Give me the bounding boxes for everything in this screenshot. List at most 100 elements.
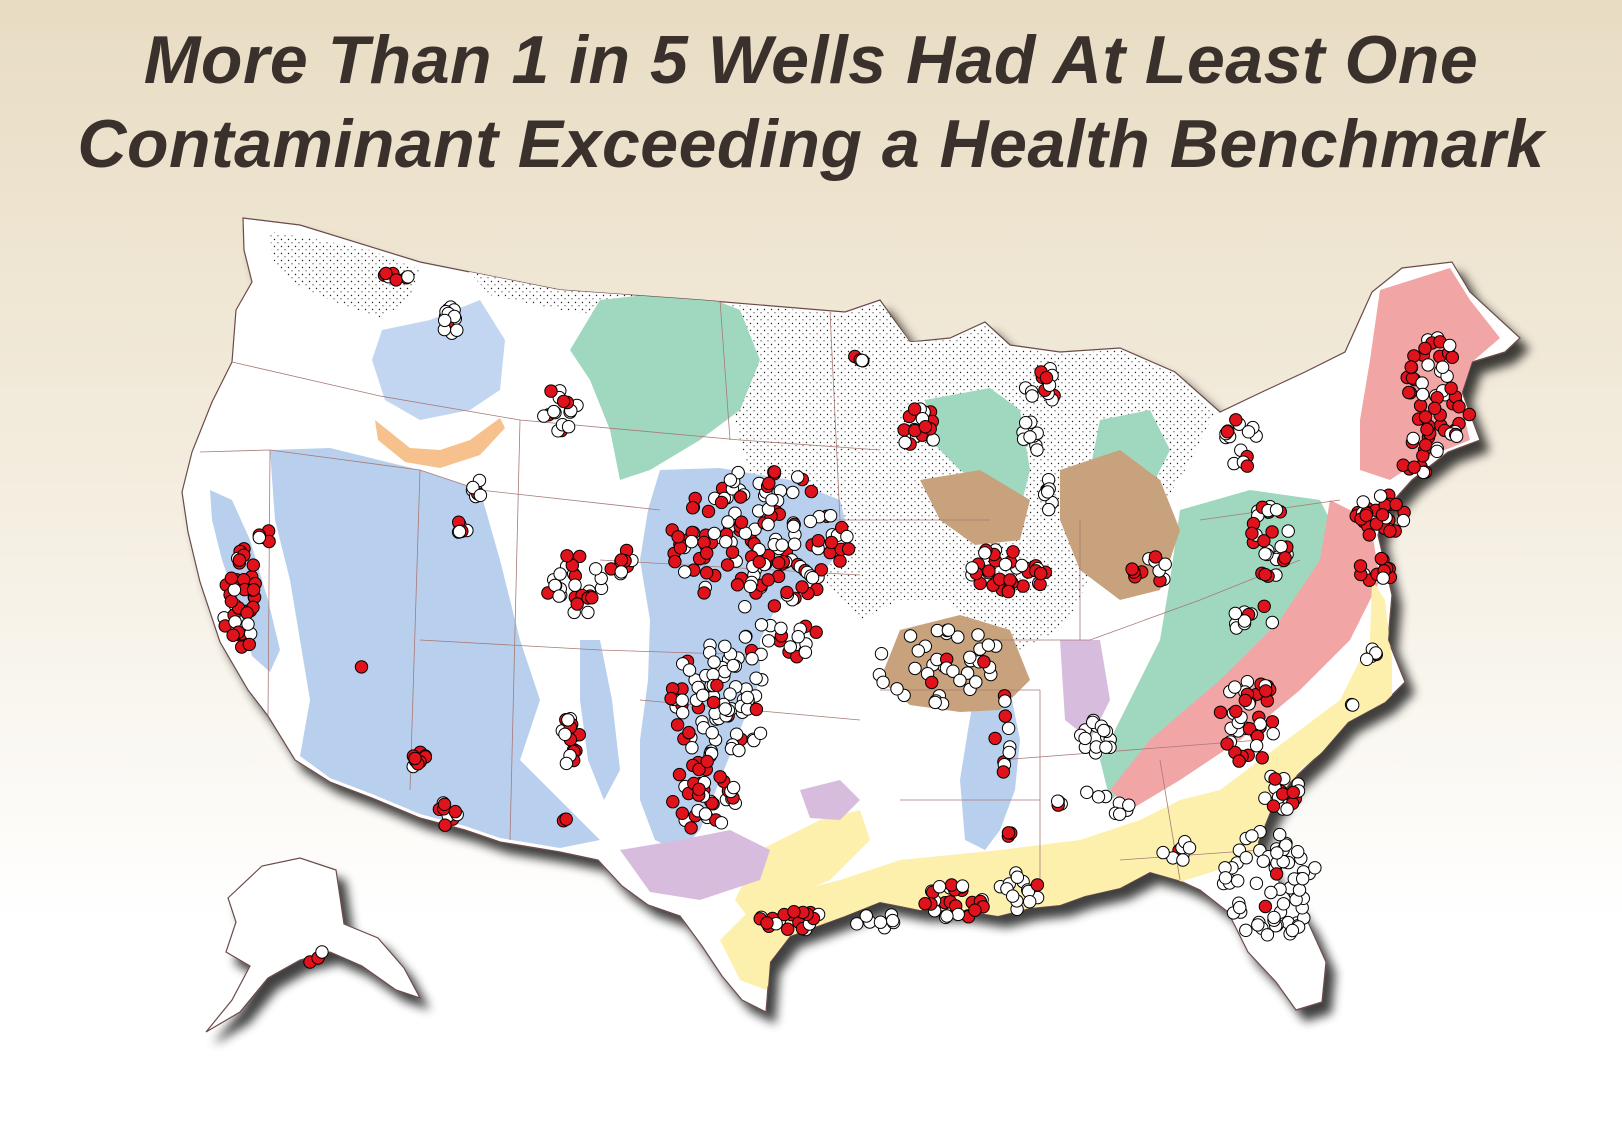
well-below-benchmark (1291, 845, 1305, 859)
well-below-benchmark (1113, 807, 1127, 821)
well-below-benchmark (1416, 387, 1430, 402)
well-exceeding-benchmark (692, 762, 706, 777)
well-exceeding-benchmark (232, 553, 247, 567)
well-exceeding-benchmark (700, 754, 714, 769)
well-exceeding-benchmark (1265, 525, 1279, 539)
well-below-benchmark (721, 515, 735, 529)
well-below-benchmark (1078, 731, 1092, 746)
well-below-benchmark (786, 519, 801, 533)
well-exceeding-benchmark (720, 558, 735, 572)
well-below-benchmark (684, 534, 699, 549)
well-below-benchmark (1267, 910, 1281, 925)
well-below-benchmark (589, 562, 603, 576)
well-exceeding-benchmark (1402, 385, 1416, 400)
well-below-benchmark (823, 509, 838, 523)
well-exceeding-benchmark (760, 916, 774, 930)
well-exceeding-benchmark (1452, 400, 1466, 414)
well-exceeding-benchmark (246, 583, 261, 597)
well-below-benchmark (783, 640, 797, 654)
well-below-benchmark (775, 538, 789, 552)
well-below-benchmark (559, 756, 574, 771)
well-exceeding-benchmark (1353, 559, 1368, 573)
well-exceeding-benchmark (1396, 458, 1410, 472)
well-exceeding-benchmark (242, 637, 257, 652)
well-exceeding-benchmark (614, 553, 629, 567)
well-exceeding-benchmark (795, 580, 809, 594)
well-below-benchmark (707, 655, 721, 669)
gulf-coast-inland-aquifer (735, 810, 870, 920)
well-below-benchmark (1279, 838, 1293, 852)
well-exceeding-benchmark (841, 542, 856, 556)
well-exceeding-benchmark (438, 818, 452, 832)
well-below-benchmark (1265, 615, 1280, 630)
well-exceeding-benchmark (1001, 584, 1015, 599)
well-below-benchmark (1239, 923, 1253, 937)
well-below-benchmark (719, 535, 733, 549)
well-below-benchmark (953, 673, 967, 688)
well-below-benchmark (1373, 489, 1388, 503)
well-exceeding-benchmark (686, 501, 700, 515)
well-below-benchmark (981, 638, 996, 652)
well-below-benchmark (1449, 429, 1464, 443)
well-exceeding-benchmark (1362, 528, 1377, 542)
well-below-benchmark (1258, 547, 1272, 561)
well-exceeding-benchmark (706, 695, 721, 710)
well-exceeding-benchmark (918, 897, 932, 911)
well-exceeding-benchmark (1238, 693, 1253, 708)
well-exceeding-benchmark (1030, 878, 1045, 892)
well-exceeding-benchmark (354, 660, 369, 674)
well-below-benchmark (728, 506, 742, 520)
well-below-benchmark (1285, 923, 1300, 938)
well-exceeding-benchmark (772, 556, 786, 570)
well-exceeding-benchmark (700, 566, 714, 580)
valley-ridge-aquifer (1060, 640, 1110, 740)
well-below-benchmark (738, 600, 752, 614)
well-sample-points (217, 266, 1477, 969)
well-below-benchmark (1346, 698, 1360, 712)
well-below-benchmark (971, 628, 985, 642)
well-exceeding-benchmark (714, 495, 729, 510)
well-below-benchmark (1233, 900, 1247, 915)
well-exceeding-benchmark (1016, 579, 1030, 593)
title-line-2: Contaminant Exceeding a Health Benchmark (77, 106, 1545, 182)
state-line-mn-ia (739, 439, 881, 451)
well-exceeding-benchmark (675, 806, 689, 820)
well-exceeding-benchmark (809, 625, 823, 639)
state-line-utah-colorado (409, 469, 421, 791)
well-exceeding-benchmark (379, 266, 393, 281)
well-below-benchmark (732, 743, 746, 758)
well-exceeding-benchmark (585, 591, 599, 605)
snake-river-orange-aquifer (375, 418, 505, 468)
well-below-benchmark (855, 353, 869, 368)
well-below-benchmark (761, 634, 776, 648)
well-below-benchmark (723, 687, 737, 701)
well-exceeding-benchmark (787, 905, 801, 919)
well-exceeding-benchmark (982, 564, 996, 578)
well-exceeding-benchmark (824, 535, 839, 550)
well-below-benchmark (754, 618, 769, 632)
well-exceeding-benchmark (918, 420, 933, 434)
state-line-colorado-ks (509, 419, 521, 841)
well-exceeding-benchmark (977, 655, 991, 669)
well-below-benchmark (675, 693, 689, 707)
well-below-benchmark (859, 909, 873, 923)
well-below-benchmark (698, 807, 713, 821)
well-exceeding-benchmark (1001, 826, 1016, 840)
well-exceeding-benchmark (1413, 398, 1428, 413)
well-below-benchmark (1239, 851, 1253, 865)
well-below-benchmark (926, 433, 940, 447)
well-below-benchmark (1280, 802, 1294, 816)
well-exceeding-benchmark (1266, 799, 1281, 813)
well-exceeding-benchmark (996, 765, 1011, 779)
well-exceeding-benchmark (730, 578, 745, 592)
well-exceeding-benchmark (988, 731, 1002, 746)
well-exceeding-benchmark (1148, 550, 1163, 564)
well-below-benchmark (946, 664, 960, 678)
well-exceeding-benchmark (668, 554, 682, 569)
well-below-benchmark (1260, 928, 1275, 942)
well-exceeding-benchmark (1407, 460, 1421, 474)
well-below-benchmark (787, 537, 802, 551)
well-below-benchmark (315, 945, 329, 959)
piedmont-crystalline-aquifer (1110, 500, 1380, 810)
